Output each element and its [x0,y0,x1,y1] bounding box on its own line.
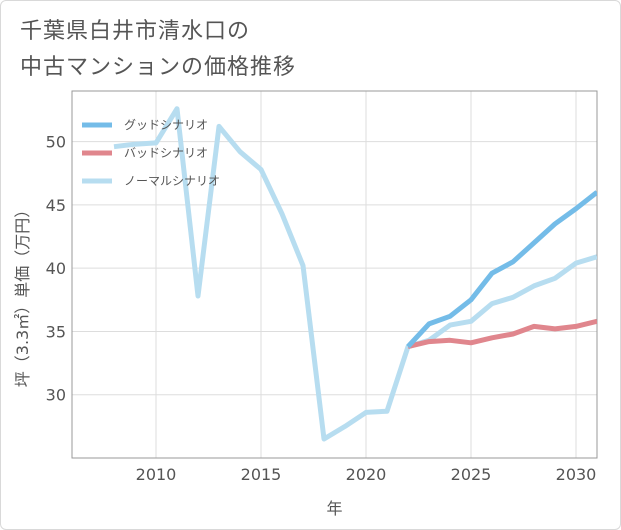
x-tick-label: 2010 [136,465,177,484]
series-lines [113,106,597,442]
plot-area-border [71,90,598,459]
y-tick-label: 35 [46,322,66,341]
series-line-1 [407,318,597,350]
legend-label-2: ノーマルシナリオ [124,174,220,188]
chart-title-line-1: 千葉県白井市清水口の [20,19,251,44]
y-tick-label: 45 [46,196,66,215]
grid-lines [72,91,597,458]
series-line-2 [113,106,597,442]
chart-title: 千葉県白井市清水口の 中古マンションの価格推移 [20,14,296,86]
y-axis-title: 坪（3.3㎡）単価（万円） [13,202,32,387]
y-tick-label: 50 [46,133,66,152]
x-tick-label: 2030 [556,465,597,484]
x-axis-ticks: 2010 2015 2020 2025 2030 [136,465,597,484]
x-tick-label: 2025 [451,465,492,484]
x-tick-label: 2015 [241,465,282,484]
legend-label-0: グッドシナリオ [124,118,208,132]
chart-title-line-2: 中古マンションの価格推移 [20,55,297,80]
x-axis-title: 年 [326,499,342,518]
series-line-0 [406,190,597,349]
x-tick-label: 2020 [346,465,387,484]
y-tick-label: 30 [46,386,66,405]
y-tick-label: 40 [46,259,66,278]
y-axis-ticks: 30 35 40 45 50 [46,133,66,405]
legend-label-1: バッドシナリオ [124,146,208,160]
